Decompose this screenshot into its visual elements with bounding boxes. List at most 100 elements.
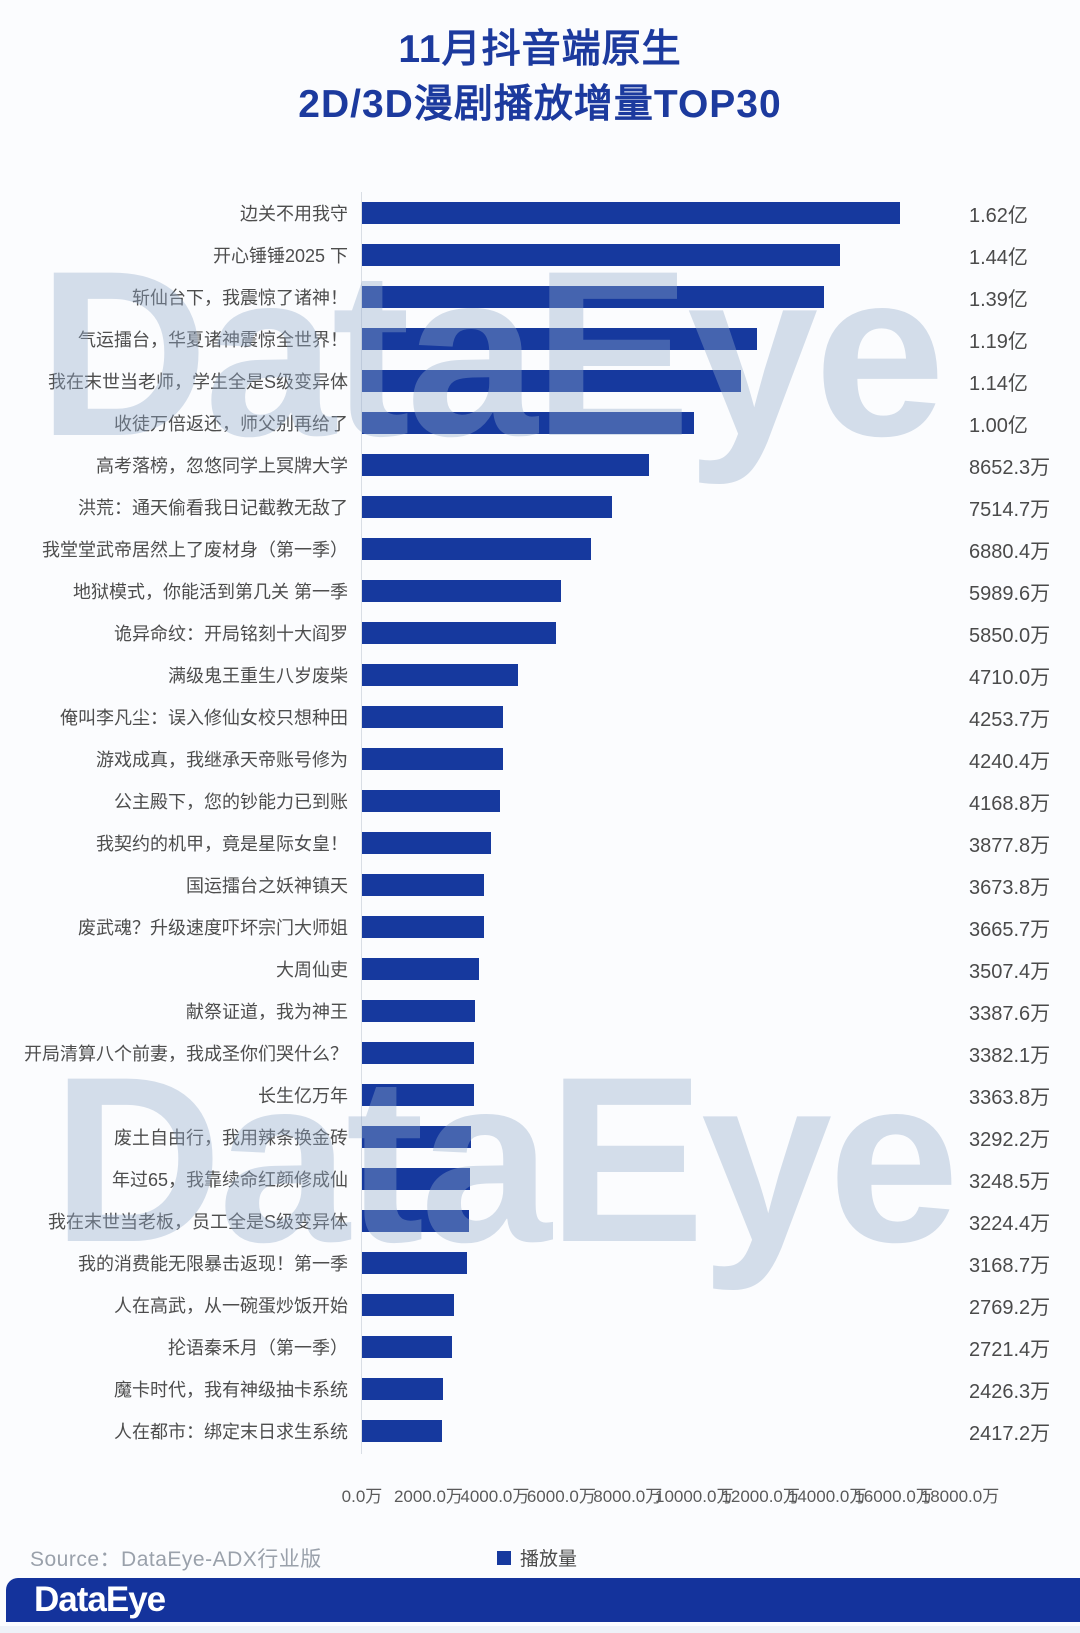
bar-track <box>362 244 960 266</box>
bar-value: 3387.6万 <box>969 1002 1051 1025</box>
title-line-1: 11月抖音端原生 <box>398 28 682 71</box>
bar-row: 人在高武，从一碗蛋炒饭开始 2769.2万 <box>0 1284 1080 1326</box>
bar <box>362 1420 443 1442</box>
bar-label: 开心锤锤2025 下 <box>212 246 348 266</box>
bar-track <box>362 1378 960 1400</box>
bar-row: 高考落榜，忽悠同学上冥牌大学 8652.3万 <box>0 444 1080 486</box>
bar-track <box>362 1000 960 1022</box>
bar-label: 我堂堂武帝居然上了废材身（第一季） <box>42 540 348 560</box>
bar-track <box>362 874 960 896</box>
bar-row: 地狱模式，你能活到第几关 第一季 5989.6万 <box>0 570 1080 612</box>
bar-row: 游戏成真，我继承天帝账号修为 4240.4万 <box>0 738 1080 780</box>
bar <box>362 1168 470 1190</box>
bar-value: 4253.7万 <box>969 708 1051 731</box>
bar-value: 2769.2万 <box>969 1296 1051 1319</box>
bar <box>362 328 758 350</box>
bar-label: 斩仙台下，我震惊了诸神！ <box>132 288 348 308</box>
bar-label: 开局清算八个前妻，我成圣你们哭什么？ <box>24 1044 348 1064</box>
bar-row: 废武魂？升级速度吓坏宗门大师姐 3665.7万 <box>0 906 1080 948</box>
bar-value: 4168.8万 <box>969 792 1051 815</box>
bar-row: 废土自由行，我用辣条换金砖 3292.2万 <box>0 1116 1080 1158</box>
bar-row: 我在末世当老师，学生全是S级变异体 1.14亿 <box>0 360 1080 402</box>
x-axis-tick: 16000.0万 <box>854 1487 933 1506</box>
bar-track <box>362 706 960 728</box>
bar-track <box>362 328 960 350</box>
bar <box>362 664 519 686</box>
bar-label: 废武魂？升级速度吓坏宗门大师姐 <box>78 918 348 938</box>
bar <box>362 1126 472 1148</box>
bar-value: 3292.2万 <box>969 1128 1051 1151</box>
bar-track <box>362 454 960 476</box>
footer-bar: DataEye <box>6 1578 1080 1622</box>
bar <box>362 790 501 812</box>
bar-value: 3665.7万 <box>969 918 1051 941</box>
bar-label: 人在都市：绑定末日求生系统 <box>114 1422 348 1442</box>
bar-label: 年过65，我靠续命红颜修成仙 <box>111 1170 348 1190</box>
bar-track <box>362 412 960 434</box>
bar-row: 我的消费能无限暴击返现！第一季 3168.7万 <box>0 1242 1080 1284</box>
bar-label: 我的消费能无限暴击返现！第一季 <box>78 1254 348 1274</box>
bar-track <box>362 1042 960 1064</box>
bar-chart: 边关不用我守 1.62亿 开心锤锤2025 下 1.44亿斩仙台下，我震惊了诸神！ 1.… <box>0 192 1080 1454</box>
x-axis-tick: 12000.0万 <box>721 1487 800 1506</box>
x-axis-tick: 8000.0万 <box>593 1487 663 1506</box>
bar-label: 长生亿万年 <box>258 1086 348 1106</box>
bar <box>362 1378 443 1400</box>
bar-label: 我在末世当老板，员工全是S级变异体 <box>47 1212 348 1232</box>
x-axis-tick: 18000.0万 <box>920 1487 1000 1506</box>
bar-value: 1.39亿 <box>969 288 1028 311</box>
bar-track <box>362 1336 960 1358</box>
bar-value: 1.62亿 <box>969 204 1028 227</box>
bar-row: 抡语秦禾月（第一季） 2721.4万 <box>0 1326 1080 1368</box>
bar <box>362 412 695 434</box>
bar-label: 大周仙吏 <box>276 960 348 980</box>
bar-value: 4240.4万 <box>969 750 1051 773</box>
bar-value: 8652.3万 <box>969 456 1051 479</box>
bar-row: 公主殿下，您的钞能力已到账 4168.8万 <box>0 780 1080 822</box>
bar-row: 年过65，我靠续命红颜修成仙 3248.5万 <box>0 1158 1080 1200</box>
bar-label: 洪荒：通天偷看我日记截教无敌了 <box>78 498 348 518</box>
bar-row: 俺叫李凡尘：误入修仙女校只想种田 4253.7万 <box>0 696 1080 738</box>
dataeye-logo: DataEye <box>34 1580 166 1619</box>
bar-row: 魔卡时代，我有神级抽卡系统 2426.3万 <box>0 1368 1080 1410</box>
x-axis-ticks: 0.0万 2000.0万 4000.0万 6000.0万 8000.0万 10000.0万… <box>0 1482 1080 1510</box>
y-axis-line <box>361 192 362 1454</box>
bar-label: 我契约的机甲，竟是星际女皇！ <box>96 834 348 854</box>
bar <box>362 244 841 266</box>
bar-row: 洪荒：通天偷看我日记截教无敌了 7514.7万 <box>0 486 1080 528</box>
x-axis-tick: 0.0万 <box>341 1487 383 1506</box>
bar-track <box>362 1084 960 1106</box>
bar-row: 开心锤锤2025 下 1.44亿 <box>0 234 1080 276</box>
bar <box>362 286 824 308</box>
source-credit: Source：DataEye-ADX行业版 <box>30 1548 322 1571</box>
bar-value: 3363.8万 <box>969 1086 1051 1109</box>
bar <box>362 916 484 938</box>
page-title: 11月抖音端原生 2D/3D漫剧播放增量TOP30 <box>0 0 1080 133</box>
bar-label: 收徒万倍返还，师父别再给了 <box>114 414 348 434</box>
bar-label: 高考落榜，忽悠同学上冥牌大学 <box>96 456 348 476</box>
bar-track <box>362 1126 960 1148</box>
bar <box>362 748 503 770</box>
x-axis-tick: 2000.0万 <box>393 1487 463 1506</box>
bar-row: 大周仙吏 3507.4万 <box>0 948 1080 990</box>
bar-label: 抡语秦禾月（第一季） <box>168 1338 348 1358</box>
bar-track <box>362 622 960 644</box>
bar-row: 诡异命纹：开局铭刻十大阎罗 5850.0万 <box>0 612 1080 654</box>
bar-track <box>362 1252 960 1274</box>
bar-row: 边关不用我守 1.62亿 <box>0 192 1080 234</box>
chart-legend: 播放量 <box>497 1544 577 1571</box>
bar <box>362 454 650 476</box>
bar-track <box>362 1210 960 1232</box>
bar-track <box>362 790 960 812</box>
legend-swatch <box>497 1550 511 1565</box>
bar-value: 3877.8万 <box>969 834 1051 857</box>
x-axis-tick: 6000.0万 <box>526 1487 596 1506</box>
bar <box>362 1294 454 1316</box>
bar-row: 长生亿万年 3363.8万 <box>0 1074 1080 1116</box>
bar-track <box>362 370 960 392</box>
bar-value: 3382.1万 <box>969 1044 1051 1067</box>
bar-label: 人在高武，从一碗蛋炒饭开始 <box>114 1296 348 1316</box>
bar-row: 开局清算八个前妻，我成圣你们哭什么？ 3382.1万 <box>0 1032 1080 1074</box>
bar <box>362 832 491 854</box>
